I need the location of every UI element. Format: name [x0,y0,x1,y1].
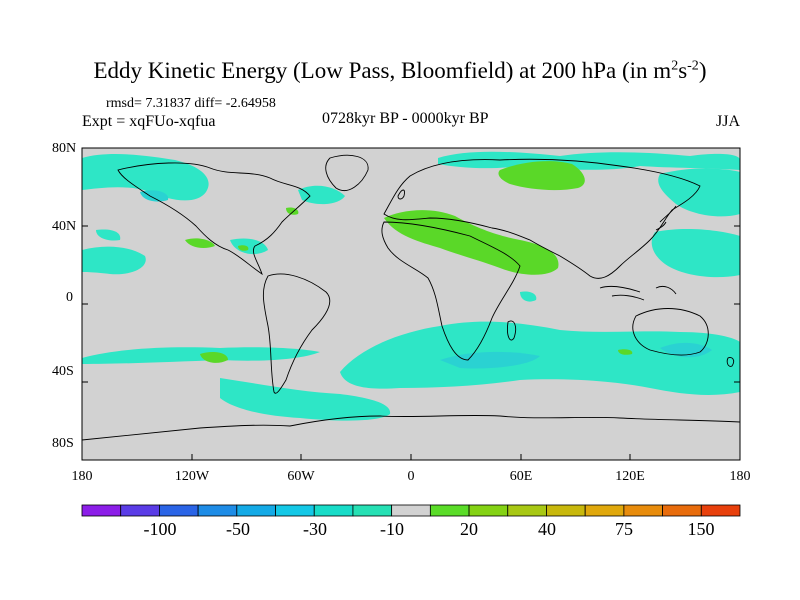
map-background [82,148,740,460]
colorbar-swatch [584,504,625,517]
coast-madagascar [507,320,517,341]
coast-japan [655,205,677,231]
title-exp-s: -2 [687,58,699,74]
strong-region-3 [140,190,169,202]
y-tick-label: 80S [52,436,74,451]
colorbar-swatch [507,504,547,517]
anomaly-region-north-east-pacific [658,168,740,217]
colorbar-swatch [700,504,741,517]
coast-uk [397,189,405,200]
colorbar-label: 75 [615,519,633,539]
anomaly-region-west-pacific [651,229,740,278]
positive-region-south-pacific [200,352,228,363]
experiment-label: Expt = xqFUo-xqfua [82,113,216,130]
x-tick-label: 60W [287,469,315,484]
anomaly-region-central-pacific [96,229,121,241]
x-tick-label: 180 [71,469,93,484]
colorbar-swatch [197,504,238,517]
anomaly-region-arctic-siberia [438,151,740,170]
colorbar-swatch [623,504,663,517]
colorbar-label: 40 [538,519,556,539]
coast-south-america [262,273,331,394]
colorbar-swatch [429,504,470,517]
colorbar-label: 150 [687,519,715,539]
season-label: JJA [716,113,741,130]
strong-negative-regions [140,190,712,369]
title-close: ) [698,58,707,83]
x-tick-label: 120E [615,469,645,484]
coastlines [82,154,740,441]
colorbar-label: -100 [143,519,177,539]
period-label: 0728kyr BP - 0000kyr BP [322,110,489,127]
anomaly-fields [82,151,740,441]
x-tick-label: 120W [174,469,210,484]
anomaly-region-south-indian [340,321,740,395]
plot-title: Eddy Kinetic Energy (Low Pass, Bloomfiel… [0,58,800,84]
stats-text: rmsd= 7.31837 diff= -2.64958 [106,96,276,111]
y-tick-label: 0 [66,290,73,305]
coast-australia [632,308,709,356]
anomaly-region-caribbean [230,238,268,255]
positive-region-pacific [185,238,215,248]
positive-region-siberia [498,161,585,191]
coast-new-zealand [726,357,735,367]
anomaly-region-north-pacific [82,154,209,201]
coast-africa [381,221,521,361]
strong-region-2 [660,342,712,358]
colorbar-swatch [81,504,122,517]
colorbar-swatch [313,504,354,517]
title-unit-s: s [678,58,688,83]
colorbar-label: -30 [303,519,327,539]
y-tick-label: 40N [52,219,77,234]
colorbar-swatch [120,504,160,517]
colorbar-swatch [275,504,315,517]
colorbar-swatch [546,504,586,517]
title-main: Eddy Kinetic Energy (Low Pass, Bloomfiel… [93,58,672,83]
colorbar-swatch [352,504,393,517]
colorbar-swatch [236,504,276,517]
coast-eurasia [383,158,701,279]
coast-indonesia [599,285,677,301]
colorbar-label: -50 [226,519,250,539]
colorbar-swatch [391,504,431,517]
colorbar-swatch [159,504,199,517]
title-exp-m: 2 [671,58,679,74]
y-tick-label: 80N [52,141,77,156]
strong-region-1 [440,351,540,369]
anomaly-region-south-ocean [220,378,391,421]
colorbar-label: 20 [460,519,478,539]
colorbar [81,504,741,517]
colorbar-swatch [468,504,509,517]
anomaly-region-north-atlantic [298,185,345,205]
positive-region-australia [618,349,633,355]
y-tick-label: 40S [52,364,74,379]
coast-north-america [117,162,311,276]
anomaly-region-pacific-west [82,246,146,275]
x-tick-label: 180 [729,469,751,484]
positive-region-central-america [238,245,249,251]
axis-ticks [81,147,741,461]
x-tick-label: 60E [509,469,533,484]
anomaly-region-indian-ocean-spot [520,291,537,302]
coast-antarctica [82,414,740,441]
x-tick-label: 0 [407,469,415,484]
colorbar-swatch [662,504,702,517]
coast-greenland [325,154,369,191]
colorbar-label: -10 [380,519,404,539]
